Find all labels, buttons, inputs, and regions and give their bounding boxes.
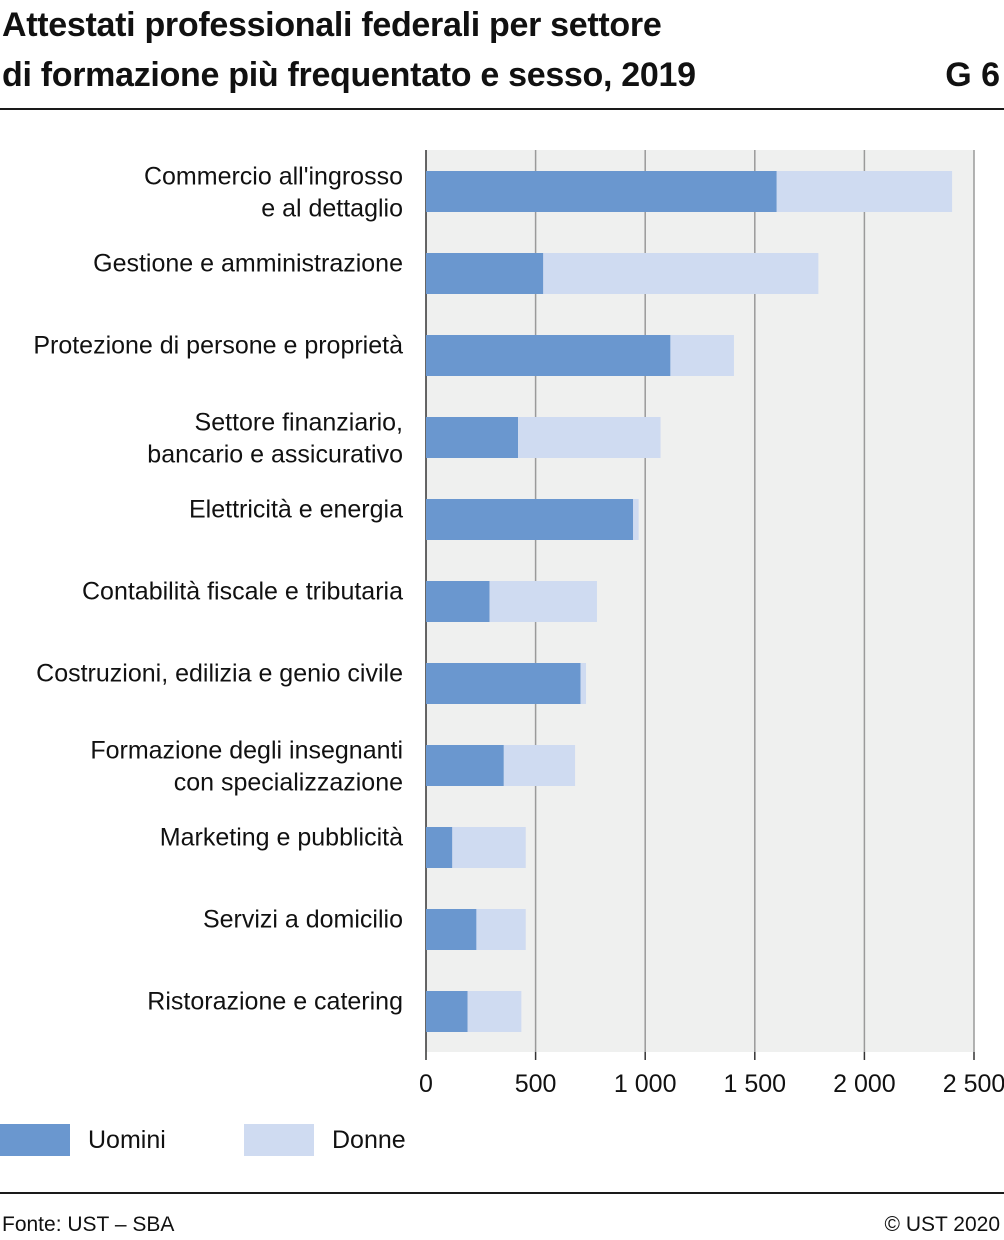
bar-segment-uomini: [426, 335, 671, 376]
copyright-note: © UST 2020: [884, 1213, 1000, 1236]
bar-segment-donne: [543, 253, 819, 294]
bar-segment-donne: [489, 581, 597, 622]
chart-title-line-2: di formazione più frequentato e sesso, 2…: [2, 56, 696, 94]
category-label: Ristorazione e catering: [147, 988, 403, 1016]
chart-number: G 6: [945, 56, 1000, 94]
bar-segment-uomini: [426, 171, 777, 212]
bar-segment-donne: [670, 335, 734, 376]
category-label: Elettricità e energia: [189, 496, 403, 524]
legend-swatch-donne: [244, 1124, 314, 1156]
bar-segment-uomini: [426, 745, 504, 786]
bar-segment-donne: [633, 499, 639, 540]
legend-label-uomini: Uomini: [88, 1126, 166, 1154]
category-label: Formazione degli insegnanti: [90, 737, 403, 765]
category-label: e al dettaglio: [261, 195, 403, 223]
category-label: Commercio all'ingrosso: [144, 163, 403, 191]
source-note: Fonte: UST – SBA: [2, 1213, 175, 1236]
legend-swatch-uomini: [0, 1124, 70, 1156]
bar-segment-uomini: [426, 253, 544, 294]
x-tick-label: 0: [419, 1070, 433, 1098]
bar-segment-donne: [467, 991, 522, 1032]
legend-label-donne: Donne: [332, 1126, 406, 1154]
category-label: Marketing e pubblicità: [160, 824, 403, 852]
bar-segment-donne: [580, 663, 587, 704]
x-tick-label: 1 500: [724, 1070, 787, 1098]
legend: Uomini Donne: [0, 1122, 600, 1158]
header-divider: [0, 108, 1004, 110]
x-tick-label: 500: [515, 1070, 557, 1098]
bar-segment-donne: [452, 827, 526, 868]
x-tick-label: 2 000: [833, 1070, 896, 1098]
category-label: Settore finanziario,: [195, 409, 403, 437]
bar-segment-donne: [776, 171, 953, 212]
category-label: Contabilità fiscale e tributaria: [82, 578, 403, 606]
bar-segment-uomini: [426, 909, 477, 950]
category-label: bancario e assicurativo: [147, 441, 403, 469]
bar-segment-donne: [518, 417, 661, 458]
category-label: con specializzazione: [174, 769, 403, 797]
bar-segment-uomini: [426, 663, 581, 704]
category-label: Protezione di persone e proprietà: [33, 332, 403, 360]
bar-segment-uomini: [426, 991, 468, 1032]
category-label: Costruzioni, edilizia e genio civile: [36, 660, 403, 688]
category-label: Servizi a domicilio: [203, 906, 403, 934]
bar-segment-uomini: [426, 827, 453, 868]
chart-title: Attestati professionali federali per set…: [2, 0, 882, 100]
bar-segment-uomini: [426, 417, 519, 458]
footer-divider: [0, 1192, 1004, 1194]
bar-segment-donne: [476, 909, 526, 950]
x-tick-label: 2 500: [943, 1070, 1004, 1098]
category-label: Gestione e amministrazione: [93, 250, 403, 278]
x-tick-label: 1 000: [614, 1070, 677, 1098]
bar-segment-donne: [503, 745, 576, 786]
bar-segment-uomini: [426, 499, 634, 540]
bar-segment-uomini: [426, 581, 490, 622]
chart-title-line-1: Attestati professionali federali per set…: [2, 6, 662, 44]
